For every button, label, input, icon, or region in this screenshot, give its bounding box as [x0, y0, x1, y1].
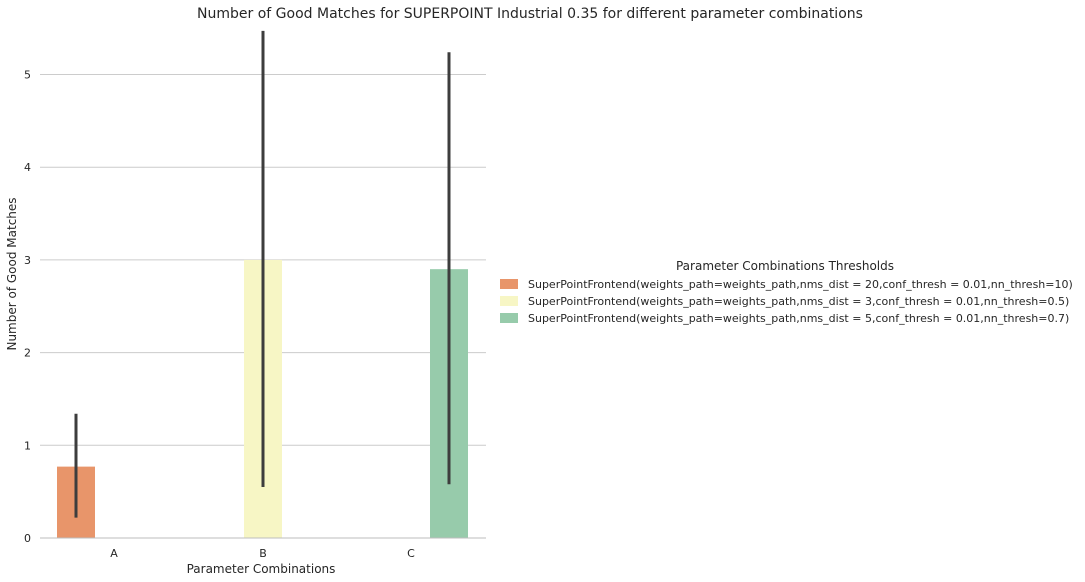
y-tick-label: 5	[24, 69, 31, 82]
x-axis-label: Parameter Combinations	[187, 562, 336, 576]
y-tick-label: 4	[24, 161, 31, 174]
x-tick-label: A	[110, 547, 118, 560]
y-tick-label: 1	[24, 439, 31, 452]
legend-swatch	[500, 279, 518, 289]
y-tick-label: 3	[24, 254, 31, 267]
legend-swatch	[500, 296, 518, 306]
y-tick-label: 2	[24, 347, 31, 360]
chart-title: Number of Good Matches for SUPERPOINT In…	[197, 6, 863, 22]
error-bars	[74, 30, 451, 518]
x-tick-label: B	[259, 547, 267, 560]
y-tick-label: 0	[24, 532, 31, 545]
legend-label: SuperPointFrontend(weights_path=weights_…	[528, 278, 1073, 291]
legend-label: SuperPointFrontend(weights_path=weights_…	[528, 295, 1069, 308]
y-tick-labels: 0 1 2 3 4 5	[24, 69, 31, 546]
legend-swatch	[500, 313, 518, 323]
x-tick-label: C	[407, 547, 415, 560]
legend-title: Parameter Combinations Thresholds	[676, 259, 894, 273]
y-axis-label: Number of Good Matches	[5, 197, 19, 350]
legend: Parameter Combinations Thresholds SuperP…	[500, 259, 1073, 325]
x-tick-labels: A B C	[110, 547, 415, 560]
legend-label: SuperPointFrontend(weights_path=weights_…	[528, 312, 1069, 325]
